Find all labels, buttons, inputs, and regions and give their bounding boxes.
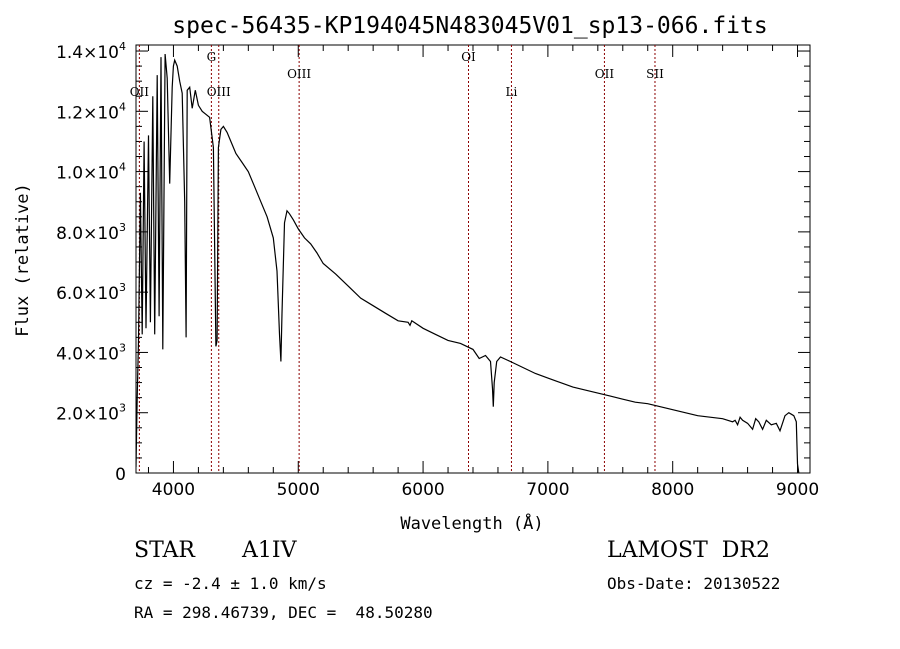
plot-frame [135, 44, 811, 474]
y-tick-label: 1.0×104 [56, 161, 126, 184]
y-tick-label: 6.0×103 [56, 281, 126, 304]
y-tick-label: 4.0×103 [56, 341, 126, 364]
subclass: A1IV [242, 538, 297, 563]
y-tick-label: 8.0×103 [56, 221, 126, 244]
x-tick-label: 7000 [526, 480, 569, 500]
line-marker-label: OII [595, 67, 615, 81]
line-marker-label: SII [646, 67, 664, 81]
line-marker-label: G [207, 50, 217, 64]
x-axis-label: Wavelength (Å) [400, 512, 543, 534]
x-tick-label: 4000 [152, 480, 195, 500]
observation-date: Obs-Date: 20130522 [607, 574, 781, 593]
object-type: STAR [134, 538, 195, 563]
y-tick-label: 2.0×103 [56, 402, 126, 425]
line-marker-label: OII [130, 85, 150, 99]
survey-name: LAMOST DR2 [607, 538, 770, 563]
line-marker-label: OIII [287, 67, 311, 81]
line-marker-label: OIII [207, 85, 231, 99]
x-tick-label: 8000 [651, 480, 694, 500]
y-tick-label: 0 [115, 465, 126, 485]
y-tick-label: 1.4×104 [56, 40, 126, 63]
x-tick-label: 5000 [277, 480, 320, 500]
x-tick-label: 6000 [401, 480, 444, 500]
y-tick-label: 1.2×104 [56, 100, 126, 123]
redshift-cz: cz = -2.4 ± 1.0 km/s [134, 574, 327, 593]
spectrum-series [136, 53, 800, 473]
y-axis-label: Flux (relative) [13, 183, 33, 337]
line-marker-label: OI [461, 50, 476, 64]
spectrum-chart: spec-56435-KP194045N483045V01_sp13-066.f… [13, 13, 819, 534]
line-marker-label: Li [506, 85, 518, 99]
x-tick-label: 9000 [776, 480, 819, 500]
chart-title: spec-56435-KP194045N483045V01_sp13-066.f… [172, 13, 767, 39]
coordinates: RA = 298.46739, DEC = 48.50280 [134, 603, 433, 622]
